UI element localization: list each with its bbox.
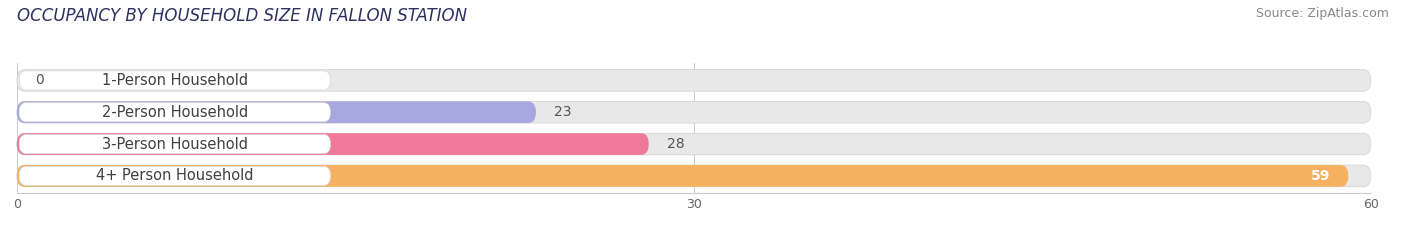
- Text: 3-Person Household: 3-Person Household: [101, 137, 247, 151]
- FancyBboxPatch shape: [20, 71, 330, 90]
- FancyBboxPatch shape: [20, 166, 330, 185]
- Text: 2-Person Household: 2-Person Household: [101, 105, 247, 120]
- Text: 1-Person Household: 1-Person Household: [101, 73, 247, 88]
- FancyBboxPatch shape: [17, 165, 1348, 187]
- Text: 28: 28: [666, 137, 685, 151]
- FancyBboxPatch shape: [17, 165, 1371, 187]
- FancyBboxPatch shape: [17, 133, 1371, 155]
- FancyBboxPatch shape: [17, 101, 536, 123]
- Text: Source: ZipAtlas.com: Source: ZipAtlas.com: [1256, 7, 1389, 20]
- Text: 59: 59: [1310, 169, 1330, 183]
- FancyBboxPatch shape: [17, 133, 648, 155]
- FancyBboxPatch shape: [20, 134, 330, 154]
- FancyBboxPatch shape: [17, 101, 1371, 123]
- Text: OCCUPANCY BY HOUSEHOLD SIZE IN FALLON STATION: OCCUPANCY BY HOUSEHOLD SIZE IN FALLON ST…: [17, 7, 467, 25]
- Text: 4+ Person Household: 4+ Person Household: [96, 168, 253, 183]
- FancyBboxPatch shape: [20, 103, 330, 122]
- FancyBboxPatch shape: [17, 70, 1371, 91]
- Text: 0: 0: [35, 73, 44, 87]
- Text: 23: 23: [554, 105, 571, 119]
